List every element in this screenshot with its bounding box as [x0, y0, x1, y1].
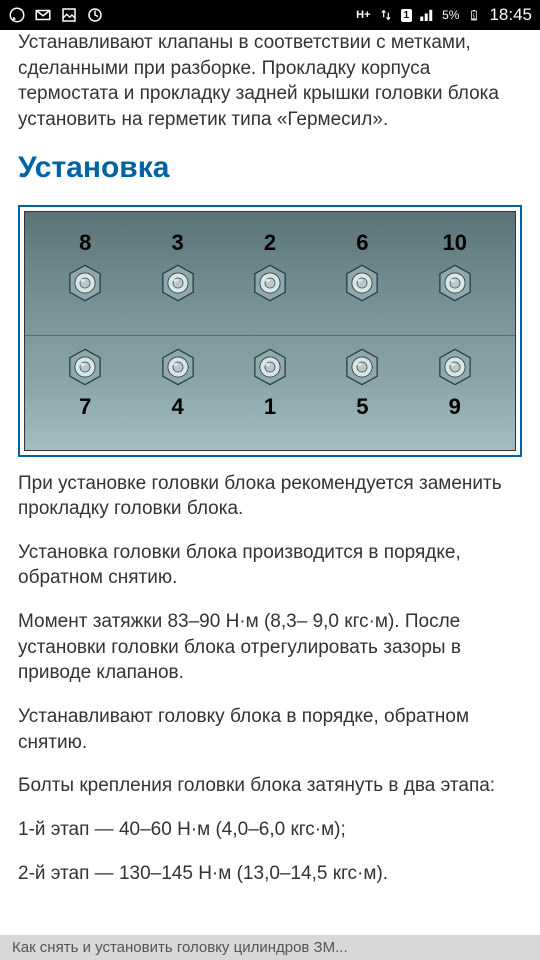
bolt-row-bottom: 7 4 1 5 9	[25, 346, 515, 420]
bolt-number: 5	[356, 394, 368, 420]
bolt-diagram-frame: 8 3 2 6 10 7 4 1	[18, 205, 522, 457]
paragraph: Устанавливают головку блока в порядке, о…	[18, 704, 522, 755]
bolt-position: 1	[235, 346, 305, 420]
bolt-number: 10	[443, 230, 467, 256]
signal-icon	[418, 6, 436, 24]
status-bar: H+ 1 5% 18:45	[0, 0, 540, 30]
paragraph: 2-й этап — 130–145 Н·м (13,0–14,5 кгс·м)…	[18, 861, 522, 887]
data-arrows-icon	[377, 6, 395, 24]
bolt-row-top: 8 3 2 6 10	[25, 230, 515, 304]
bolt-position: 5	[327, 346, 397, 420]
intro-paragraph: Устанавливают клапаны в соответствии с м…	[18, 30, 522, 133]
bolt-number: 7	[79, 394, 91, 420]
mail-icon	[34, 6, 52, 24]
bolt-number: 6	[356, 230, 368, 256]
battery-icon	[465, 6, 483, 24]
bolt-number: 2	[264, 230, 276, 256]
bolt-number: 8	[79, 230, 91, 256]
bolt-position: 9	[420, 346, 490, 420]
bolt-position: 10	[420, 230, 490, 304]
paragraph: Момент затяжки 83–90 Н·м (8,3– 9,0 кгс·м…	[18, 609, 522, 686]
status-left	[8, 6, 104, 24]
whatsapp-icon	[8, 6, 26, 24]
article-content[interactable]: Устанавливают клапаны в соответствии с м…	[0, 30, 540, 935]
status-right: H+ 1 5% 18:45	[356, 5, 532, 25]
page-title: Как снять и установить головку цилиндров…	[12, 939, 348, 956]
bolt-number: 4	[171, 394, 183, 420]
bolt-diagram: 8 3 2 6 10 7 4 1	[24, 211, 516, 451]
network-type: H+	[356, 9, 370, 21]
bolt-number: 3	[171, 230, 183, 256]
bottom-title-bar[interactable]: Как снять и установить головку цилиндров…	[0, 935, 540, 960]
bolt-position: 3	[143, 230, 213, 304]
image-icon	[60, 6, 78, 24]
paragraph: Установка головки блока производится в п…	[18, 540, 522, 591]
paragraph: При установке головки блока рекомендуетс…	[18, 471, 522, 522]
bolt-position: 8	[50, 230, 120, 304]
paragraph: Болты крепления головки блока затянуть в…	[18, 773, 522, 799]
sim-indicator: 1	[401, 9, 413, 22]
paragraph: 1-й этап — 40–60 Н·м (4,0–6,0 кгс·м);	[18, 817, 522, 843]
bolt-position: 4	[143, 346, 213, 420]
bolt-number: 9	[449, 394, 461, 420]
bolt-position: 6	[327, 230, 397, 304]
sync-icon	[86, 6, 104, 24]
bolt-position: 2	[235, 230, 305, 304]
battery-percent: 5%	[442, 8, 459, 22]
bolt-number: 1	[264, 394, 276, 420]
bolt-position: 7	[50, 346, 120, 420]
clock: 18:45	[489, 5, 532, 25]
section-heading: Установка	[18, 151, 522, 185]
